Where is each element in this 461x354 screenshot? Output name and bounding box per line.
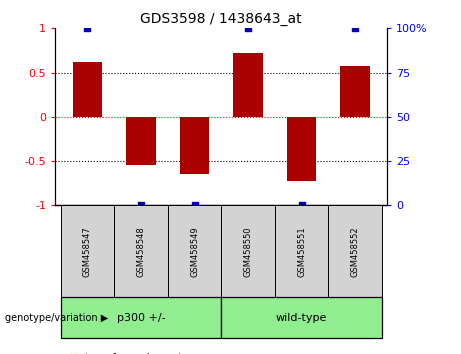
Point [298, 202, 305, 208]
Text: transformed count: transformed count [85, 353, 183, 354]
Bar [275, 205, 328, 297]
Text: GSM458548: GSM458548 [136, 226, 146, 277]
Text: wild-type: wild-type [276, 313, 327, 323]
Point [191, 202, 198, 208]
Text: GSM458550: GSM458550 [243, 226, 253, 277]
Bar [221, 297, 382, 338]
Bar [233, 53, 263, 117]
Bar [73, 62, 102, 117]
Point [244, 25, 252, 31]
Point [84, 25, 91, 31]
Bar [340, 67, 370, 117]
Title: GDS3598 / 1438643_at: GDS3598 / 1438643_at [141, 12, 302, 26]
Bar [180, 117, 209, 175]
Bar [114, 205, 168, 297]
Bar [328, 205, 382, 297]
Bar [61, 297, 221, 338]
Text: genotype/variation ▶: genotype/variation ▶ [5, 313, 108, 323]
Point [351, 25, 359, 31]
Text: GSM458549: GSM458549 [190, 226, 199, 277]
Bar [168, 205, 221, 297]
Bar [61, 205, 114, 297]
Point [137, 202, 145, 208]
Bar [126, 117, 156, 166]
Text: GSM458551: GSM458551 [297, 226, 306, 277]
Bar [221, 205, 275, 297]
Text: GSM458547: GSM458547 [83, 226, 92, 277]
Text: GSM458552: GSM458552 [351, 226, 360, 277]
Text: ■: ■ [69, 353, 80, 354]
Bar [287, 117, 316, 181]
Text: p300 +/-: p300 +/- [117, 313, 165, 323]
